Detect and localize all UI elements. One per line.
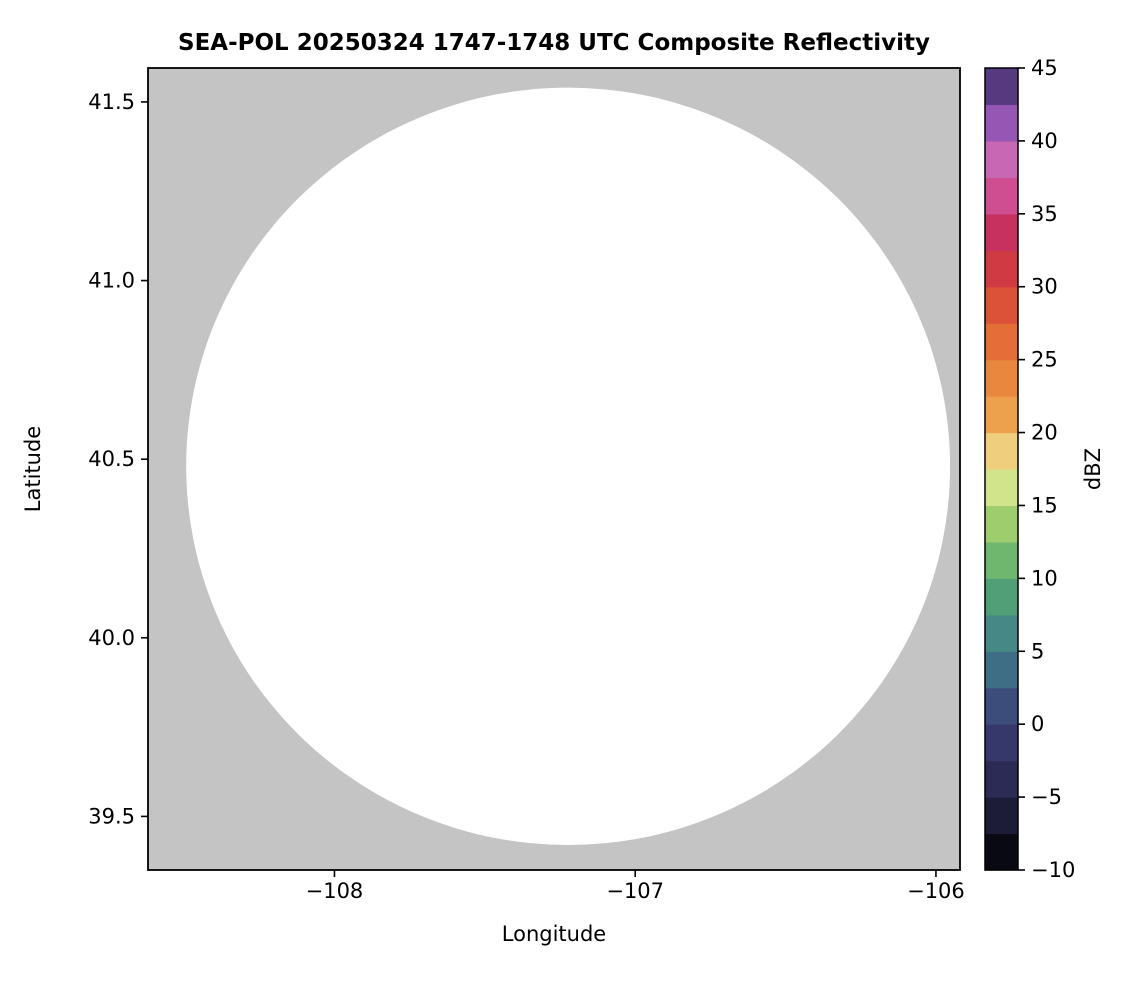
colorbar-segment [985,687,1018,725]
colorbar-segment [985,505,1018,543]
y-tick-label: 41.0 [88,269,135,293]
colorbar-segment [985,68,1018,106]
colorbar-segment [985,323,1018,361]
plot-border [147,67,961,871]
colorbar-label: dBZ [1081,447,1105,491]
colorbar-tick-label: 10 [1031,566,1058,590]
y-tick-label: 40.5 [88,447,135,471]
colorbar-segment [985,396,1018,434]
colorbar-segment [985,250,1018,288]
x-tick-label: −108 [306,879,364,903]
x-axis-label: Longitude [501,922,607,946]
colorbar-segment [985,797,1018,835]
colorbar-tick-label: 0 [1031,712,1044,736]
colorbar-tick-label: 20 [1031,421,1058,445]
colorbar-segment [985,104,1018,142]
x-tick-label: −107 [606,879,664,903]
colorbar-tick-label: 40 [1031,129,1058,153]
colorbar-segment [985,359,1018,397]
colorbar-border [984,67,1019,871]
colorbar-tick-label: 30 [1031,275,1058,299]
colorbar-segment [985,140,1018,178]
colorbar-segment [985,614,1018,652]
colorbar-tick-label: 5 [1031,639,1044,663]
colorbar-segment [985,833,1018,871]
chart-title: SEA-POL 20250324 1747-1748 UTC Composite… [178,30,930,56]
radar-coverage-area [186,87,951,845]
colorbar-segment [985,578,1018,616]
y-tick-label: 40.0 [88,626,135,650]
colorbar-tick-label: −5 [1031,785,1062,809]
colorbar-segment [985,432,1018,470]
colorbar-tick-label: 45 [1031,56,1058,80]
colorbar-segment [985,541,1018,579]
colorbar-segment [985,760,1018,798]
colorbar-segment [985,469,1018,507]
y-tick-label: 41.5 [88,90,135,114]
y-axis-label: Latitude [21,425,45,513]
colorbar-segment [985,651,1018,689]
colorbar-segment [985,213,1018,251]
colorbar-tick-label: 25 [1031,348,1058,372]
colorbar-tick-label: −10 [1031,858,1075,882]
colorbar-segment [985,286,1018,324]
colorbar-tick-label: 35 [1031,202,1058,226]
colorbar-segment [985,177,1018,215]
colorbar-segment [985,724,1018,762]
y-tick-label: 39.5 [88,804,135,828]
colorbar-tick-label: 15 [1031,493,1058,517]
x-tick-label: −106 [907,879,965,903]
